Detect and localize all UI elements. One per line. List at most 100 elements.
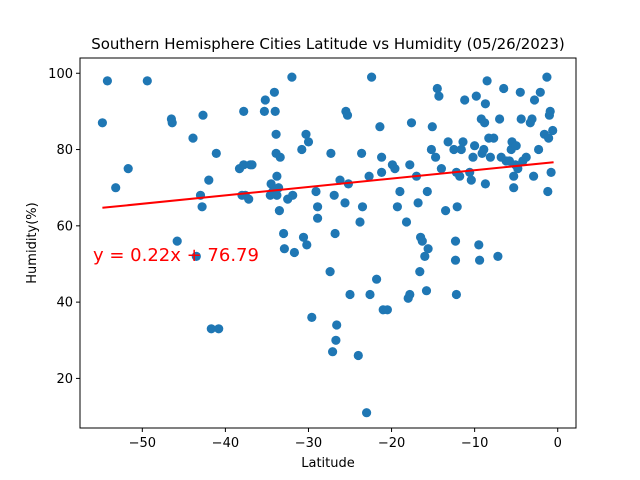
data-point-98 <box>423 244 433 254</box>
data-point-57 <box>329 190 339 200</box>
data-point-77 <box>377 152 387 162</box>
data-point-100 <box>427 122 437 132</box>
data-point-52 <box>313 202 323 212</box>
data-point-89 <box>406 118 417 128</box>
data-point-2 <box>111 183 121 193</box>
plot-frame <box>79 57 577 429</box>
data-point-55 <box>325 267 335 277</box>
data-point-119 <box>468 152 478 162</box>
data-point-37 <box>274 206 284 216</box>
data-point-97 <box>422 186 432 197</box>
x-tick-label: −10 <box>461 436 488 451</box>
data-point-106 <box>443 137 453 147</box>
data-point-132 <box>485 152 495 162</box>
data-point-163 <box>546 167 556 177</box>
data-point-91 <box>413 198 423 208</box>
data-point-73 <box>365 289 375 300</box>
data-point-76 <box>375 122 385 132</box>
data-point-133 <box>489 133 499 143</box>
data-point-102 <box>432 83 442 94</box>
data-point-135 <box>495 114 505 124</box>
data-point-99 <box>426 144 436 155</box>
data-point-127 <box>480 118 490 128</box>
data-point-50 <box>307 312 317 322</box>
data-point-38 <box>275 152 285 162</box>
data-point-58 <box>330 228 340 239</box>
data-point-88 <box>405 289 415 300</box>
plot-area <box>97 72 558 418</box>
data-point-62 <box>340 198 350 208</box>
data-point-6 <box>167 118 177 128</box>
data-point-4 <box>142 76 152 86</box>
axis-ticks: −50 −40 −30 −20 −10 0 20 40 60 80 100 <box>48 67 562 451</box>
chart-title: Southern Hemisphere Cities Latitude vs H… <box>91 35 565 53</box>
data-point-109 <box>450 255 461 265</box>
data-point-112 <box>452 202 462 212</box>
data-point-30 <box>269 87 279 97</box>
data-point-154 <box>529 95 540 105</box>
data-point-47 <box>301 129 311 139</box>
data-point-160 <box>544 133 554 143</box>
data-point-43 <box>288 190 298 200</box>
data-point-75 <box>372 274 382 284</box>
x-tick-label: −30 <box>295 436 322 451</box>
data-point-20 <box>239 160 249 170</box>
data-point-7 <box>172 236 182 246</box>
data-point-69 <box>357 148 367 158</box>
data-point-85 <box>401 217 412 227</box>
data-point-28 <box>266 179 276 189</box>
data-point-74 <box>367 72 377 82</box>
data-point-142 <box>509 183 519 193</box>
y-tick-label: 80 <box>56 143 73 158</box>
data-point-162 <box>545 106 555 116</box>
x-tick-label: −50 <box>129 436 156 451</box>
data-point-26 <box>260 95 270 105</box>
data-point-12 <box>198 110 208 120</box>
x-tick-label: 0 <box>554 436 562 451</box>
data-point-128 <box>480 99 490 109</box>
y-axis-label: Humidity(%) <box>25 202 40 283</box>
data-point-9 <box>191 251 201 261</box>
data-point-104 <box>436 164 446 174</box>
data-point-134 <box>493 251 503 261</box>
data-point-71 <box>362 408 372 418</box>
data-point-118 <box>466 175 476 185</box>
data-point-121 <box>471 91 481 101</box>
data-point-103 <box>434 91 444 101</box>
data-point-68 <box>355 217 365 227</box>
data-point-70 <box>357 202 368 212</box>
data-point-105 <box>441 206 451 216</box>
data-point-44 <box>289 247 299 258</box>
data-point-72 <box>364 171 374 181</box>
y-tick-label: 100 <box>48 67 73 82</box>
data-point-46 <box>298 232 309 242</box>
data-point-49 <box>303 137 314 147</box>
y-tick-label: 20 <box>56 372 73 387</box>
data-point-113 <box>455 171 465 181</box>
data-point-159 <box>543 186 553 197</box>
x-axis-label: Latitude <box>301 456 355 471</box>
data-point-114 <box>456 144 466 155</box>
data-point-59 <box>331 335 341 345</box>
data-point-78 <box>377 167 387 177</box>
x-tick-label: −20 <box>378 436 405 451</box>
data-point-120 <box>470 141 480 151</box>
data-point-143 <box>509 171 519 181</box>
data-point-1 <box>102 76 112 86</box>
data-point-107 <box>449 144 459 155</box>
data-point-53 <box>313 213 323 223</box>
data-point-115 <box>458 137 468 147</box>
data-point-31 <box>270 106 280 116</box>
data-point-34 <box>272 171 282 181</box>
data-point-56 <box>328 347 338 357</box>
data-point-82 <box>390 164 400 174</box>
data-point-67 <box>353 350 363 361</box>
data-point-122 <box>474 240 484 250</box>
data-point-108 <box>450 236 461 246</box>
data-point-130 <box>482 76 492 86</box>
data-point-137 <box>499 83 509 94</box>
data-point-60 <box>332 320 342 330</box>
x-tick-label: −40 <box>212 436 239 451</box>
data-point-3 <box>123 164 133 174</box>
